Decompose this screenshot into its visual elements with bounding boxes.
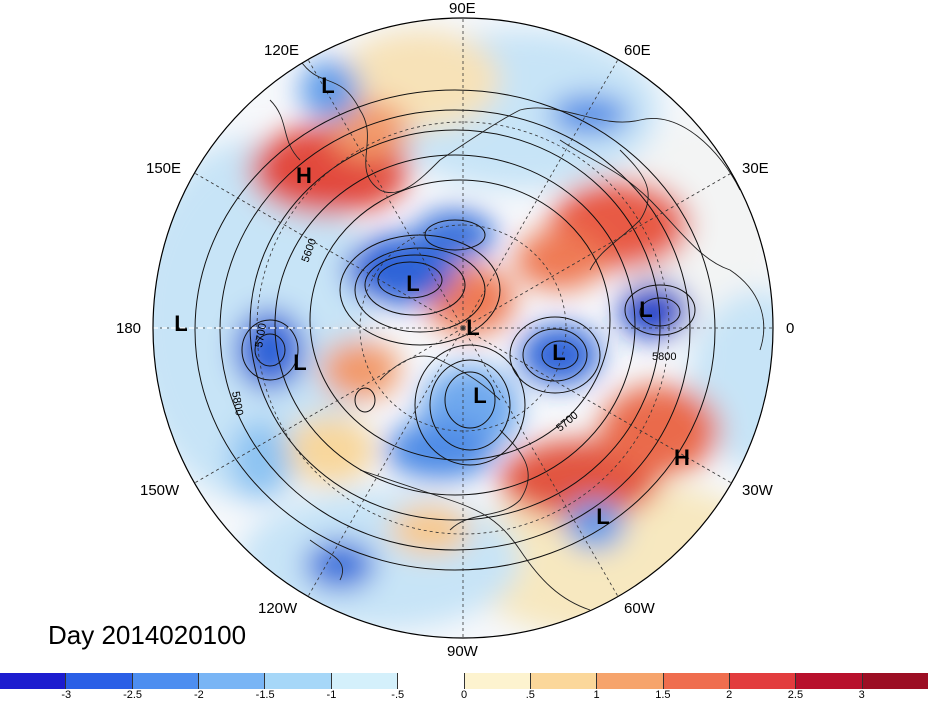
low-center: L [321, 73, 335, 98]
colorbar-tick-label: .5 [525, 689, 535, 701]
meridians [153, 18, 773, 638]
colorbar-segment [331, 673, 399, 689]
low-center: L [596, 504, 610, 529]
colorbar-tick-label: 1 [593, 689, 600, 701]
colorbar-tick-label: -3 [61, 689, 72, 701]
colorbar-segment [265, 673, 332, 689]
colorbar-segment [597, 673, 664, 689]
colorbar-tick-label: -2 [193, 689, 204, 701]
colorbar-segment [398, 673, 465, 689]
low-center: L [293, 350, 307, 375]
colorbar-segment [796, 673, 863, 689]
colorbar-tick-label: 3 [858, 689, 865, 701]
colorbar-ticks: -3 -2.5 -2 -1.5 -1 -.5 0 .5 1 1.5 2 2.5 3 [0, 689, 928, 702]
colorbar-segment [0, 673, 67, 689]
colorbar-tick-label: -2.5 [123, 689, 143, 701]
contour-label: 5800 [652, 351, 676, 363]
map-boundary [152, 17, 774, 639]
colorbar-tick-label: 1.5 [655, 689, 671, 701]
lon-label-120w: 120W [258, 600, 298, 617]
colorbar-tick-label: -1 [326, 689, 337, 701]
lon-label-60e: 60E [624, 42, 651, 59]
lon-label-180: 180 [116, 320, 142, 337]
high-center: H [674, 445, 690, 470]
low-center: L [473, 383, 487, 408]
colorbar-segment [66, 673, 133, 689]
low-center: L [406, 271, 420, 296]
date-label: Day 2014020100 [48, 620, 247, 650]
polar-map: 5600 5700 5800 5800 5700 [152, 17, 774, 639]
high-center: H [296, 163, 312, 188]
low-center: L [639, 297, 653, 322]
colorbar-segment [729, 673, 797, 689]
colorbar-tick-label: 2 [726, 689, 733, 701]
contour-label: 5800 [229, 390, 245, 416]
lon-label-120e: 120E [264, 42, 300, 59]
colorbar-segment [132, 673, 200, 689]
colorbar-segment [530, 673, 598, 689]
lon-label-30w: 30W [742, 482, 773, 499]
low-center: L [466, 315, 480, 340]
low-center: L [174, 311, 188, 336]
colorbar-segment [663, 673, 730, 689]
height-contours [194, 89, 716, 571]
lon-label-90w: 90W [447, 643, 478, 660]
lon-label-150e: 150E [146, 160, 182, 177]
low-center: L [552, 340, 566, 365]
colorbar-segment [862, 673, 928, 689]
colorbar-segment [199, 673, 266, 689]
colorbar [0, 673, 928, 689]
colorbar-tick-label: -1.5 [255, 689, 275, 701]
lon-label-90e: 90E [449, 0, 476, 17]
colorbar-tick-label: 2.5 [787, 689, 804, 701]
lon-label-150w: 150W [140, 482, 180, 499]
contour-label: 5700 [253, 322, 269, 348]
colorbar-segment [464, 673, 531, 689]
lon-label-0: 0 [786, 320, 795, 337]
colorbar-tick-label: 0 [460, 689, 468, 701]
colorbar-tick-label: -.5 [391, 689, 405, 701]
lon-label-60w: 60W [624, 600, 655, 617]
lon-label-30e: 30E [742, 160, 769, 177]
